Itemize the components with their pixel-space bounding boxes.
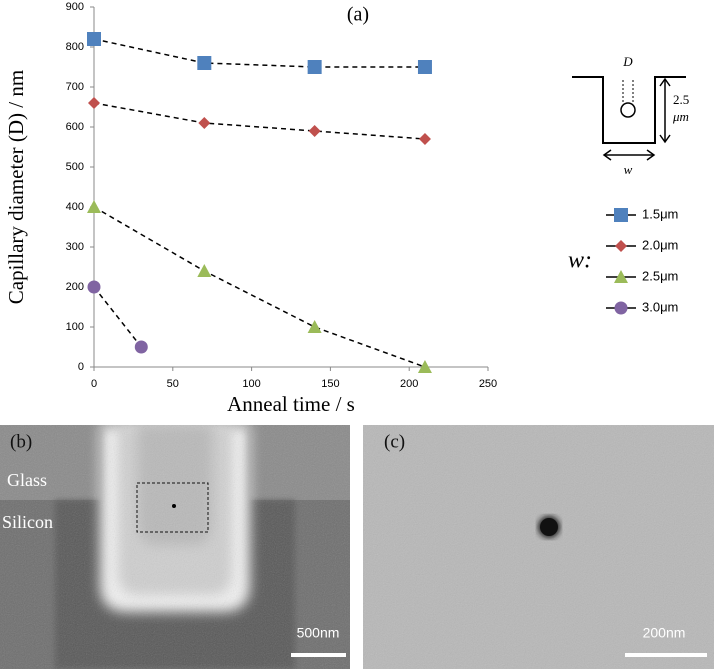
marker (614, 208, 628, 222)
y-tick-label: 200 (66, 281, 84, 293)
series-line (93, 286, 142, 348)
panel-label: (c) (384, 431, 405, 452)
marker (134, 340, 148, 354)
scale-label: 200nm (643, 625, 686, 641)
marker (307, 60, 322, 74)
x-axis-title: Anneal time / s (227, 392, 355, 416)
inset-label: D (622, 54, 633, 69)
legend-title: w: (568, 248, 592, 274)
marker (87, 280, 101, 294)
x-tick-label: 200 (400, 378, 418, 390)
capillary (620, 102, 636, 118)
y-tick-label: 300 (66, 241, 84, 253)
inset-label: w (624, 162, 633, 177)
material-label: Glass (7, 470, 47, 490)
marker (197, 56, 212, 70)
y-tick-label: 400 (66, 201, 84, 213)
zoom-box (136, 482, 209, 533)
y-tick-label: 700 (66, 81, 84, 93)
marker (87, 32, 101, 46)
legend-label: 1.5μm (642, 206, 678, 221)
legend-label: 2.0μm (642, 237, 678, 252)
material-label: Silicon (2, 512, 53, 532)
y-axis-title: Capillary diameter (D) / nm (4, 70, 28, 304)
x-tick-label: 0 (91, 378, 97, 390)
y-tick-label: 800 (66, 41, 84, 53)
marker (198, 117, 211, 129)
series-line (93, 102, 426, 140)
scale-label: 500nm (297, 625, 340, 641)
marker (308, 125, 321, 137)
panel-label: (b) (10, 431, 32, 452)
inset-schematic (572, 76, 686, 161)
y-tick-label: 0 (78, 361, 84, 373)
inset-label: 2.5 (673, 92, 689, 107)
marker (614, 301, 628, 315)
series-line (93, 38, 425, 68)
x-tick-label: 100 (242, 378, 260, 390)
x-tick-label: 150 (321, 378, 339, 390)
legend-label: 3.0μm (642, 299, 678, 314)
marker (615, 240, 627, 252)
marker (307, 320, 322, 333)
trench-outline (572, 76, 686, 144)
capillary-dot (172, 504, 176, 508)
series-line (93, 206, 426, 368)
y-tick-label: 500 (66, 161, 84, 173)
arrow-head (602, 149, 656, 161)
marker (87, 200, 101, 213)
marker (418, 133, 431, 145)
marker (417, 60, 432, 74)
panel-label: (a) (347, 4, 369, 26)
marker (197, 264, 212, 277)
sem-image (363, 425, 714, 669)
x-tick-label: 50 (167, 378, 179, 390)
y-tick-label: 900 (66, 1, 84, 13)
marker (614, 270, 628, 283)
y-tick-label: 100 (66, 321, 84, 333)
y-tick-label: 600 (66, 121, 84, 133)
legend-label: 2.5μm (642, 268, 678, 283)
marker (88, 97, 100, 109)
sem-image (0, 425, 350, 669)
marker (417, 360, 432, 373)
x-tick-label: 250 (479, 378, 497, 390)
inset-label: μm (672, 109, 689, 124)
arrow-head (659, 77, 671, 144)
